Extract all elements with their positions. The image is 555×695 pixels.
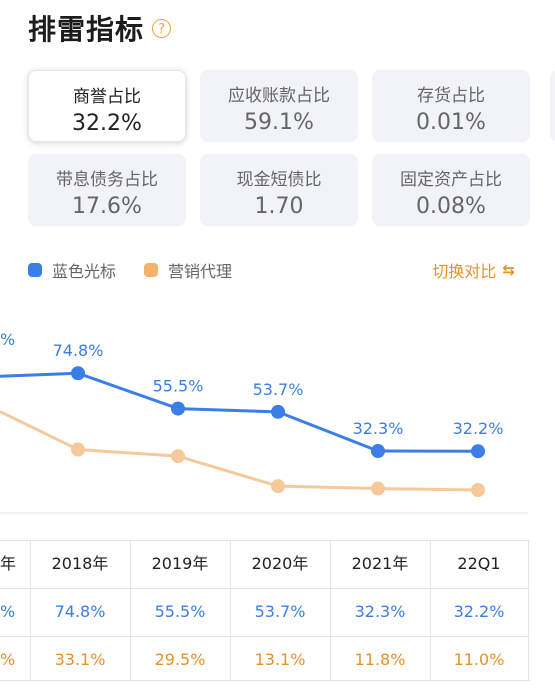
- metric-card-interest-debt[interactable]: 带息债务占比 17.6%: [28, 154, 186, 226]
- table-row-series2: % 33.1% 29.5% 13.1% 11.8% 11.0%: [0, 636, 530, 680]
- data-label-bluefocus: 53.7%: [253, 380, 304, 399]
- data-label-bluefocus: 74.8%: [53, 341, 104, 360]
- data-point-marketing-agency: [71, 442, 85, 457]
- table-header-cell: 2020年: [251, 554, 309, 573]
- table-cell: 13.1%: [254, 650, 306, 669]
- table-header-cell: 22Q1: [457, 554, 501, 573]
- metric-label: 商誉占比: [73, 87, 141, 107]
- data-point-bluefocus: [371, 444, 385, 459]
- line-chart: 74.8% 55.5% 53.7% 32.3% 32.2%%: [0, 330, 528, 514]
- data-point-marketing-agency: [371, 481, 385, 496]
- legend-item-series1: 蓝色光标: [28, 258, 116, 282]
- series-line-bluefocus: [0, 371, 479, 453]
- table-cell: 32.3%: [354, 602, 406, 621]
- table-divider: [330, 540, 331, 680]
- legend-label: 营销代理: [168, 262, 233, 281]
- metric-card-inventory[interactable]: 存货占比 0.01%: [372, 70, 530, 142]
- table-row-series1: % 74.8% 55.5% 53.7% 32.3% 32.2%: [0, 588, 530, 636]
- legend-swatch-orange: [144, 263, 159, 277]
- metric-label: 现金短债比: [236, 170, 322, 190]
- data-label-bluefocus: 55.5%: [153, 377, 204, 396]
- table-cell: 11.8%: [354, 650, 406, 669]
- table-divider: [0, 540, 530, 541]
- table-divider: [528, 540, 529, 680]
- data-label-bluefocus: 32.3%: [353, 419, 404, 438]
- metric-value: 17.6%: [72, 194, 142, 219]
- section-header: 排雷指标 ?: [28, 10, 172, 46]
- table-header-cell: 2018年: [51, 554, 109, 573]
- metric-value: 59.1%: [244, 110, 314, 135]
- table-header-row: 年 2018年 2019年 2020年 2021年 22Q1: [0, 540, 530, 588]
- table-divider: [0, 636, 530, 637]
- metric-label: 带息债务占比: [56, 170, 158, 190]
- data-point-bluefocus: [471, 444, 485, 459]
- table-cell: 11.0%: [453, 650, 505, 669]
- table-divider: [0, 588, 530, 589]
- data-table: 年 2018年 2019年 2020年 2021年 22Q1 % 74.8% 5…: [0, 540, 530, 681]
- table-divider: [130, 540, 131, 680]
- chart-legend: 蓝色光标 营销代理: [28, 258, 260, 282]
- metric-card-fixed-assets[interactable]: 固定资产占比 0.08%: [372, 154, 530, 226]
- table-divider: [0, 680, 530, 681]
- data-point-marketing-agency: [471, 483, 485, 497]
- compare-toggle-label: 切换对比: [432, 262, 497, 281]
- table-cell: 32.2%: [453, 602, 505, 621]
- compare-icon: ⇆: [502, 261, 515, 279]
- compare-toggle-button[interactable]: 切换对比 ⇆: [432, 258, 515, 282]
- table-divider: [430, 540, 431, 680]
- table-cell: %: [0, 602, 16, 621]
- metric-label: 应收账款占比: [228, 86, 330, 106]
- table-cell: 53.7%: [254, 602, 306, 621]
- metric-label: 固定资产占比: [400, 170, 502, 190]
- metric-value: 1.70: [254, 194, 304, 219]
- metric-value: 32.2%: [72, 111, 142, 136]
- table-header-cell: 年: [0, 554, 17, 573]
- legend-label: 蓝色光标: [52, 262, 117, 281]
- series-line-marketing-agency: [0, 410, 479, 492]
- table-cell: 33.1%: [54, 650, 106, 669]
- data-point-marketing-agency: [271, 479, 285, 494]
- table-cell: 55.5%: [154, 602, 206, 621]
- metric-card-receivables[interactable]: 应收账款占比 59.1%: [200, 70, 358, 142]
- table-divider: [230, 540, 231, 680]
- table-cell: 74.8%: [54, 602, 106, 621]
- metric-value: 0.01%: [416, 110, 486, 135]
- data-label-bluefocus: 32.2%: [453, 419, 504, 438]
- data-point-bluefocus: [271, 404, 285, 419]
- table-divider: [30, 540, 31, 680]
- data-point-bluefocus: [171, 401, 185, 416]
- data-label-partial: %: [0, 330, 15, 349]
- metric-value: 0.08%: [416, 194, 486, 219]
- legend-item-series2: 营销代理: [144, 258, 232, 282]
- metric-card-cash-short-debt[interactable]: 现金短债比 1.70: [200, 154, 358, 226]
- data-point-bluefocus: [71, 366, 85, 381]
- data-point-marketing-agency: [171, 449, 185, 464]
- table-header-cell: 2019年: [151, 554, 209, 573]
- metric-label: 存货占比: [417, 86, 485, 106]
- table-header-cell: 2021年: [351, 554, 409, 573]
- metric-card-goodwill[interactable]: 商誉占比 32.2%: [28, 70, 186, 142]
- table-cell: %: [0, 650, 16, 669]
- table-cell: 29.5%: [154, 650, 206, 669]
- metric-card-partial[interactable]: [550, 70, 555, 142]
- help-icon[interactable]: ?: [152, 18, 172, 38]
- section-title: 排雷指标: [28, 13, 145, 46]
- legend-swatch-blue: [28, 263, 42, 277]
